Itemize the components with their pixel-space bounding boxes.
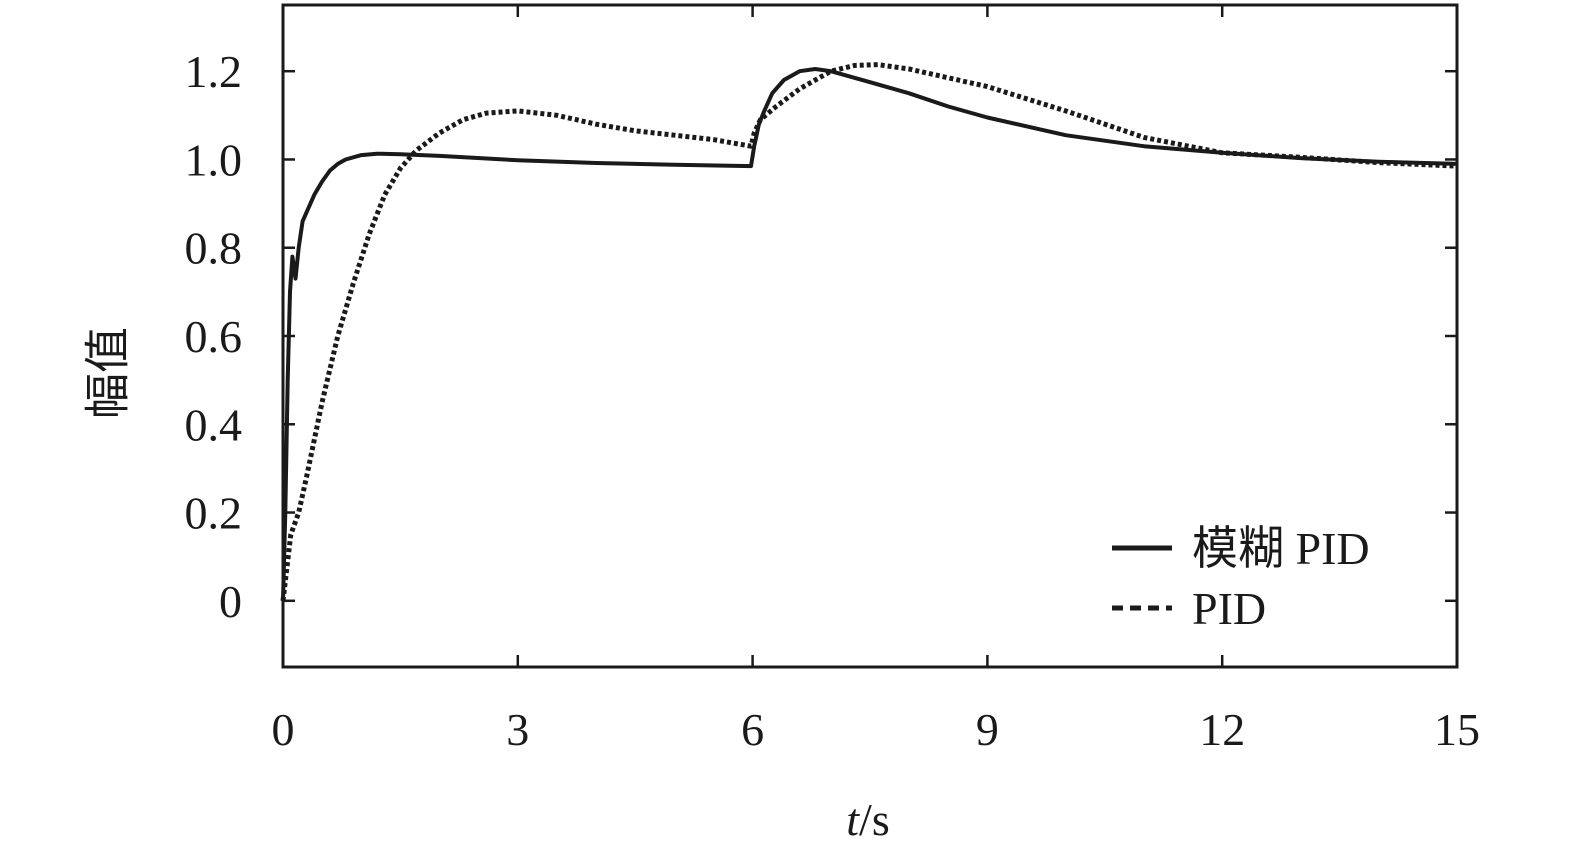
legend-label-pid: PID <box>1192 583 1266 634</box>
y-tick-label: 0 <box>219 576 242 627</box>
x-tick-label: 12 <box>1199 704 1245 755</box>
legend-label-fuzzy-pid: 模糊 PID <box>1192 523 1370 574</box>
y-tick-label: 0.2 <box>185 488 243 539</box>
y-axis-label: 幅值 <box>83 327 134 419</box>
x-axis-label-variable: t <box>846 794 860 845</box>
y-tick-label: 0.8 <box>185 223 243 274</box>
x-tick-label: 0 <box>272 704 295 755</box>
y-tick-label: 0.6 <box>185 311 243 362</box>
x-tick-label: 9 <box>976 704 999 755</box>
y-tick-label: 1.0 <box>185 134 243 185</box>
y-tick-label: 0.4 <box>185 399 243 450</box>
x-tick-label: 15 <box>1434 704 1480 755</box>
series-line-fuzzy-pid <box>281 67 1458 601</box>
x-tick-label: 3 <box>506 704 529 755</box>
ticks-layer: 0 3 6 9 12 15 0 0.2 0.4 0.6 0.8 1.0 1.2 <box>185 5 1480 755</box>
legend: 模糊 PID PID <box>1112 523 1370 634</box>
series-line-pid <box>280 62 1458 602</box>
x-axis-label-unit: /s <box>859 794 890 845</box>
y-tick-label: 1.2 <box>185 46 243 97</box>
plot-frame <box>281 3 1459 669</box>
x-axis-label: t/s <box>846 794 889 845</box>
x-tick-label: 6 <box>741 704 764 755</box>
series-layer <box>280 62 1458 602</box>
